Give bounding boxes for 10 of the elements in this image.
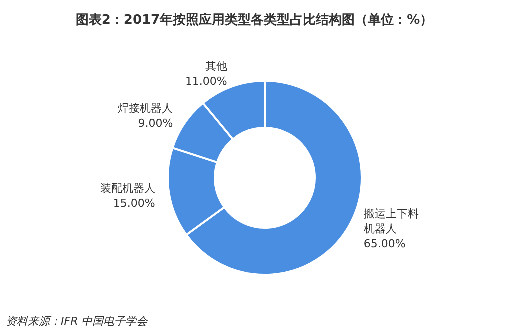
- slice-label: 焊接机器人: [118, 102, 174, 116]
- slice-label: 装配机器人: [100, 182, 156, 195]
- chart-title: 图表2：2017年按照应用类型各类型占比结构图（单位：%）: [76, 12, 434, 28]
- data-label: 15.00%: [113, 196, 156, 210]
- text: 资料来源：IFR 中国电子学会: [6, 315, 149, 328]
- slice-label: 其他: [205, 60, 228, 74]
- slice-label: 搬运上下料机器人: [364, 207, 419, 236]
- data-label: 65.00%: [364, 237, 406, 250]
- data-label: 9.00%: [138, 117, 174, 130]
- data-label: 11.00%: [185, 75, 228, 88]
